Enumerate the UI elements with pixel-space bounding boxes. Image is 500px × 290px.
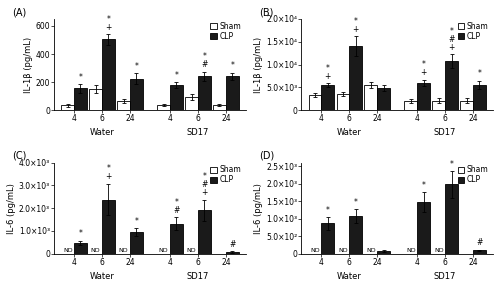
Text: #: # (229, 240, 235, 249)
Y-axis label: IL-6 (pg/mL): IL-6 (pg/mL) (254, 183, 263, 234)
Text: SD17: SD17 (186, 272, 209, 281)
Text: Water: Water (90, 128, 114, 137)
Bar (364, 85, 377, 110)
Text: *
#: * # (201, 52, 207, 69)
Legend: Sham, CLP: Sham, CLP (457, 165, 489, 185)
Text: (D): (D) (259, 151, 274, 161)
Bar (170, 224, 182, 254)
Legend: Sham, CLP: Sham, CLP (210, 21, 242, 42)
Text: Water: Water (337, 128, 361, 137)
Text: *: * (134, 217, 138, 226)
Bar (130, 79, 143, 110)
Text: *
+: * + (324, 64, 331, 81)
Text: ND: ND (63, 248, 72, 253)
Bar (226, 252, 238, 254)
Text: *
+: * + (106, 164, 112, 181)
Text: ND: ND (406, 248, 415, 253)
Bar (157, 105, 170, 110)
Text: *: * (478, 69, 482, 78)
Text: *: * (422, 181, 426, 190)
Bar (377, 88, 390, 110)
Bar (432, 101, 445, 110)
Text: SD17: SD17 (434, 272, 456, 281)
Bar (198, 211, 210, 254)
Text: #: # (476, 238, 482, 247)
Bar (336, 94, 349, 110)
Text: *
#: * # (173, 198, 180, 215)
Text: (C): (C) (12, 151, 26, 161)
Bar (417, 83, 430, 110)
Bar (170, 85, 182, 110)
Text: *: * (174, 71, 178, 80)
Bar (350, 46, 362, 110)
Text: ND: ND (91, 248, 101, 253)
Bar (445, 61, 458, 110)
Text: ND: ND (366, 248, 376, 253)
Text: ND: ND (159, 248, 168, 253)
Text: *: * (78, 229, 82, 238)
Text: ND: ND (119, 248, 128, 253)
Bar (377, 251, 390, 254)
Bar (404, 101, 417, 110)
Legend: Sham, CLP: Sham, CLP (210, 165, 242, 185)
Bar (62, 105, 74, 110)
Bar (322, 85, 334, 110)
Bar (102, 200, 115, 254)
Text: *: * (230, 61, 234, 70)
Bar (185, 97, 198, 110)
Bar (213, 105, 226, 110)
Bar (350, 216, 362, 254)
Bar (198, 76, 210, 110)
Text: (B): (B) (259, 7, 274, 17)
Bar (102, 39, 115, 110)
Legend: Sham, CLP: Sham, CLP (457, 21, 489, 42)
Bar (74, 88, 87, 110)
Text: *
#
+: * # + (448, 27, 454, 52)
Bar (473, 85, 486, 110)
Bar (308, 95, 322, 110)
Bar (117, 101, 130, 110)
Text: SD17: SD17 (186, 128, 209, 137)
Text: ND: ND (310, 248, 320, 253)
Bar (445, 184, 458, 254)
Text: *: * (450, 160, 454, 169)
Text: *: * (354, 197, 358, 206)
Text: *: * (134, 62, 138, 71)
Text: *
+: * + (352, 17, 359, 34)
Bar (473, 251, 486, 254)
Text: *: * (78, 72, 82, 82)
Bar (460, 101, 473, 110)
Y-axis label: IL-6 (pg/mL): IL-6 (pg/mL) (7, 183, 16, 234)
Text: SD17: SD17 (434, 128, 456, 137)
Bar (130, 232, 143, 254)
Text: ND: ND (338, 248, 347, 253)
Text: *
#
+: * # + (201, 172, 207, 197)
Text: Water: Water (337, 272, 361, 281)
Text: ND: ND (186, 248, 196, 253)
Y-axis label: IL-1β (pg/mL): IL-1β (pg/mL) (254, 37, 263, 93)
Text: *: * (326, 206, 330, 215)
Y-axis label: IL-1β (pg/mL): IL-1β (pg/mL) (24, 37, 32, 93)
Text: ND: ND (434, 248, 444, 253)
Bar (417, 202, 430, 254)
Text: *
+: * + (106, 15, 112, 32)
Bar (74, 243, 87, 254)
Text: *
+: * + (420, 60, 427, 77)
Text: Water: Water (90, 272, 114, 281)
Text: (A): (A) (12, 7, 26, 17)
Bar (90, 89, 102, 110)
Bar (322, 223, 334, 254)
Bar (226, 76, 238, 110)
